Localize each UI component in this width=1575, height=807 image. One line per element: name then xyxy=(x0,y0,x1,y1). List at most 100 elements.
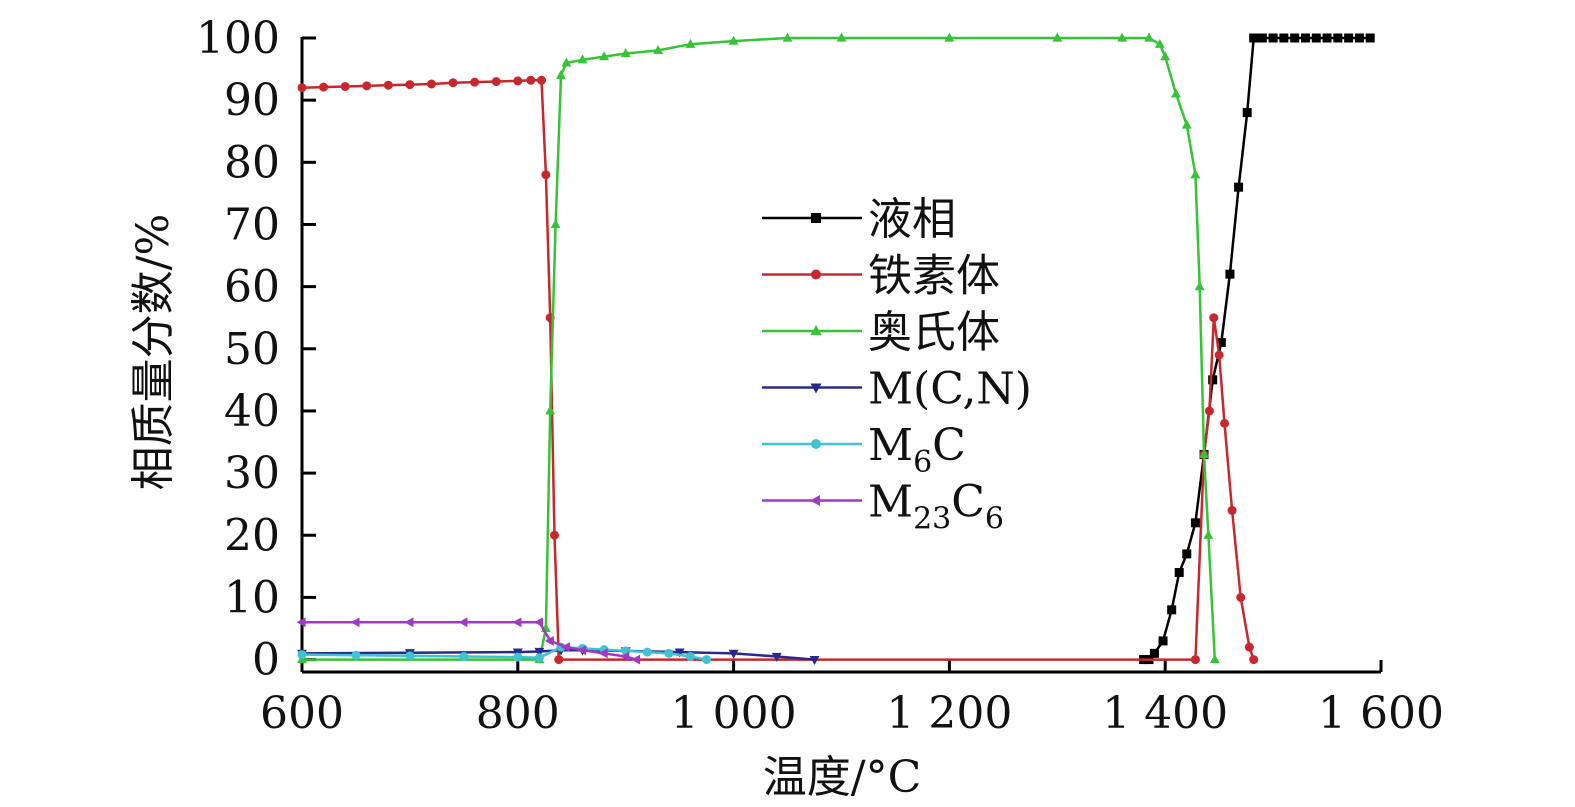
series-1-point xyxy=(1290,33,1300,43)
x-tick-label: 1 200 xyxy=(886,688,1012,739)
series-2-point xyxy=(448,78,458,88)
data-series xyxy=(296,32,1375,665)
series-1-point xyxy=(1333,33,1343,43)
legend-label: 奥氏体 xyxy=(868,307,1000,358)
series-3-point xyxy=(1199,449,1209,459)
series-1-point xyxy=(1300,33,1310,43)
legend-label: M23C6 xyxy=(868,477,1004,537)
legend-swatch-marker xyxy=(810,325,822,335)
series-2-point xyxy=(1227,505,1237,515)
series-6-point xyxy=(620,651,630,662)
series-3-point xyxy=(1144,32,1154,42)
y-tick-label: 40 xyxy=(224,386,280,437)
series-2-point xyxy=(554,655,564,665)
series-3 xyxy=(297,32,1220,664)
legend-label: M6C xyxy=(868,420,966,480)
legend-swatch-marker xyxy=(811,269,821,280)
series-6-point xyxy=(544,635,554,646)
y-axis-title: 相质量分数/% xyxy=(128,214,179,491)
series-3-point xyxy=(550,219,561,229)
y-tick-label: 20 xyxy=(224,510,280,561)
series-3-point xyxy=(836,32,847,42)
y-tick-label: 0 xyxy=(252,635,280,686)
legend-item: 铁素体 xyxy=(762,251,1000,302)
x-tick-label: 1 400 xyxy=(1102,688,1228,739)
series-2-point xyxy=(537,75,547,85)
series-2-line xyxy=(301,79,1255,661)
legend-label: 液相 xyxy=(868,194,956,245)
series-6-point xyxy=(404,617,414,628)
series-5-point xyxy=(351,650,361,660)
series-2-point xyxy=(491,77,501,87)
series-1-point xyxy=(1225,269,1235,279)
series-1-point xyxy=(1322,33,1332,43)
series-6-point xyxy=(577,645,587,656)
y-tick-label: 50 xyxy=(224,324,280,375)
series-5-point xyxy=(297,650,307,660)
series-3-point xyxy=(561,57,572,67)
series-1-point xyxy=(1268,33,1278,43)
series-3-point xyxy=(1171,88,1181,98)
legend-item: M(C,N) xyxy=(762,364,1032,415)
series-2-point xyxy=(1209,313,1219,323)
series-1-point xyxy=(1216,338,1226,348)
series-5-point xyxy=(685,651,695,661)
series-2-point xyxy=(1214,350,1224,360)
series-6-point xyxy=(560,642,570,653)
legend-item: M6C xyxy=(762,420,966,480)
series-3-point xyxy=(1052,32,1063,42)
series-3-point xyxy=(782,32,793,42)
x-tick-label: 1 600 xyxy=(1318,688,1444,739)
series-1-point xyxy=(1242,108,1252,118)
series-2-point xyxy=(426,79,436,89)
series-3-point xyxy=(620,48,631,58)
legend-label: M(C,N) xyxy=(868,364,1032,415)
y-tick-label: 70 xyxy=(224,199,280,250)
legend-label: 铁素体 xyxy=(868,251,1000,302)
series-1-point xyxy=(1257,33,1267,43)
series-3-point xyxy=(1190,169,1201,179)
series-1-point xyxy=(1174,568,1184,578)
series-5-point xyxy=(459,651,469,661)
series-4-point xyxy=(534,647,545,657)
series-3-point xyxy=(1117,32,1127,42)
series-2-point xyxy=(526,75,536,85)
series-5-point xyxy=(513,652,523,662)
series-5-point xyxy=(702,655,712,665)
series-2-point xyxy=(297,83,307,93)
series-1-line xyxy=(1143,36,1371,661)
series-3-point xyxy=(1194,281,1205,291)
series-1-point xyxy=(1149,648,1159,658)
series-2 xyxy=(297,75,1259,665)
series-3-point xyxy=(1160,51,1171,61)
y-tick-label: 30 xyxy=(224,448,280,499)
series-3-point xyxy=(1203,529,1214,539)
series-1-point xyxy=(1182,549,1192,559)
x-axis-title: 温度/°C xyxy=(763,752,922,803)
series-3-line xyxy=(302,36,1217,661)
series-5-point xyxy=(405,651,415,661)
series-1-point xyxy=(1167,605,1177,615)
series-6-point xyxy=(533,617,543,628)
series-1-point xyxy=(1249,33,1259,43)
y-tick-label: 80 xyxy=(224,137,280,188)
y-tick-label: 100 xyxy=(196,13,280,64)
series-4-point xyxy=(674,648,685,658)
y-tick-label: 90 xyxy=(224,75,280,126)
series-1-point xyxy=(1158,636,1168,646)
series-2-point xyxy=(1244,642,1254,652)
axes xyxy=(300,37,1381,674)
series-1-point xyxy=(1365,33,1375,43)
series-3-point xyxy=(1209,654,1220,664)
series-2-point xyxy=(383,80,393,90)
series-2-point xyxy=(405,80,415,90)
x-tick-label: 600 xyxy=(260,688,344,739)
series-3-point xyxy=(1154,38,1165,48)
series-1-point xyxy=(1279,33,1289,43)
legend-item: 奥氏体 xyxy=(762,307,1000,358)
series-3-point xyxy=(1181,119,1192,129)
series-1-point xyxy=(1190,518,1200,528)
series-1-point xyxy=(1311,33,1321,43)
